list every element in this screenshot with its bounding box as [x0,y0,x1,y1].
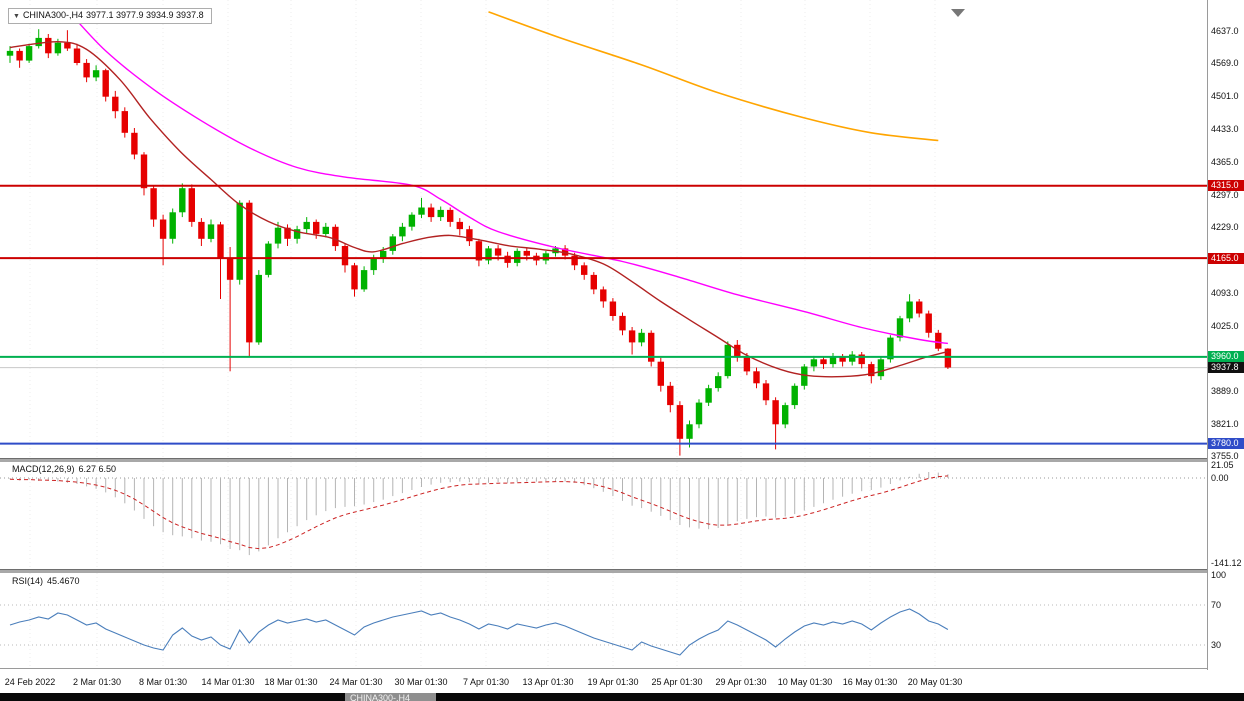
rsi-line [9,608,949,656]
price-scale-label: 3889.0 [1211,386,1239,397]
grid [29,573,936,668]
chart-symbol-period: CHINA300-,H4 [22,10,83,20]
macd-name: MACD(12,26,9) [12,464,75,474]
chart-header: ▼ CHINA300-,H4 3977.1 3977.9 3934.9 3937.8 [8,8,212,24]
rsi-name: RSI(14) [12,576,44,586]
price-scale-label: 4025.0 [1211,320,1239,331]
price-scale-label: 4569.0 [1211,58,1239,69]
time-label: 24 Feb 2022 [4,677,56,687]
time-label: 29 Apr 01:30 [715,677,767,687]
chart-shift-marker[interactable] [951,9,965,17]
price-axis-separator [1207,0,1208,670]
candles [6,29,952,456]
ma-red-line [9,40,949,378]
rsi-panel-divider[interactable] [0,569,1244,573]
time-label: 16 May 01:30 [842,677,898,687]
macd-scale-label: 0.00 [1211,473,1229,483]
time-axis[interactable]: 24 Feb 2022 2 Mar 01:30 8 Mar 01:30 14 Mar … [0,670,1207,693]
ma-magenta-line [66,9,949,345]
rsi-scale-label: 100 [1211,570,1227,580]
price-scale-label: 4637.0 [1211,25,1239,36]
rsi-scale-label: 70 [1211,600,1222,610]
collapse-arrow-icon[interactable]: ▼ [13,13,20,20]
support-3780-badge: 3780.0 [1208,438,1244,450]
main-chart-canvas[interactable] [0,0,1207,458]
time-axis-divider [0,668,1244,669]
price-scale-label: 3755.0 [1211,450,1239,461]
macd-panel-divider[interactable] [0,458,1244,462]
chart-tabs-bar: CHINA300-,H4 [0,693,1244,701]
resistance-4315-badge: 4315.0 [1208,180,1244,192]
macd-canvas[interactable] [0,462,1207,569]
macd-scale-label: -141.12 [1211,558,1242,568]
price-scale-label: 4297.0 [1211,189,1239,200]
rsi-label: RSI(14) 45.4670 [12,576,84,586]
price-scale-label: 4365.0 [1211,156,1239,167]
time-label: 8 Mar 01:30 [138,677,188,687]
current-price-badge: 3937.8 [1208,362,1244,374]
time-label: 24 Mar 01:30 [329,677,383,687]
macd-scale-label: 21.05 [1211,460,1234,471]
price-scale-label: 4093.0 [1211,287,1239,298]
time-label: 20 May 01:30 [907,677,963,687]
chart-ohlc: 3977.1 3977.9 3934.9 3937.8 [85,10,204,20]
time-label: 19 Apr 01:30 [587,677,639,687]
time-label: 2 Mar 01:30 [72,677,122,687]
grid [29,0,936,458]
time-label: 14 Mar 01:30 [201,677,255,687]
time-label: 7 Apr 01:30 [462,677,510,687]
rsi-canvas[interactable] [0,573,1207,668]
price-scale-label: 3821.0 [1211,418,1239,429]
macd-label: MACD(12,26,9) 6.27 6.50 [12,464,120,474]
time-label: 18 Mar 01:30 [264,677,318,687]
macd-histogram [9,472,949,556]
support-3960-badge: 3960.0 [1208,351,1244,363]
time-label: 25 Apr 01:30 [651,677,703,687]
rsi-value: 45.4670 [47,576,80,586]
price-scale-label: 4433.0 [1211,123,1239,134]
time-label: 10 May 01:30 [777,677,833,687]
time-label: 30 Mar 01:30 [394,677,448,687]
resistance-4165-badge: 4165.0 [1208,252,1244,264]
price-axis[interactable]: 4637.0 4569.0 4501.0 4433.0 4365.0 4297.0 4229… [1208,0,1244,692]
macd-signal-line [9,475,948,550]
chart-tab-active[interactable]: CHINA300-,H4 [345,693,436,701]
macd-values: 6.27 6.50 [78,464,117,474]
grid [29,462,936,569]
price-scale-label: 4229.0 [1211,222,1239,233]
time-label: 13 Apr 01:30 [522,677,574,687]
ma-orange-line [488,11,939,142]
price-scale-label: 4501.0 [1211,91,1239,102]
rsi-scale-label: 30 [1211,640,1222,650]
